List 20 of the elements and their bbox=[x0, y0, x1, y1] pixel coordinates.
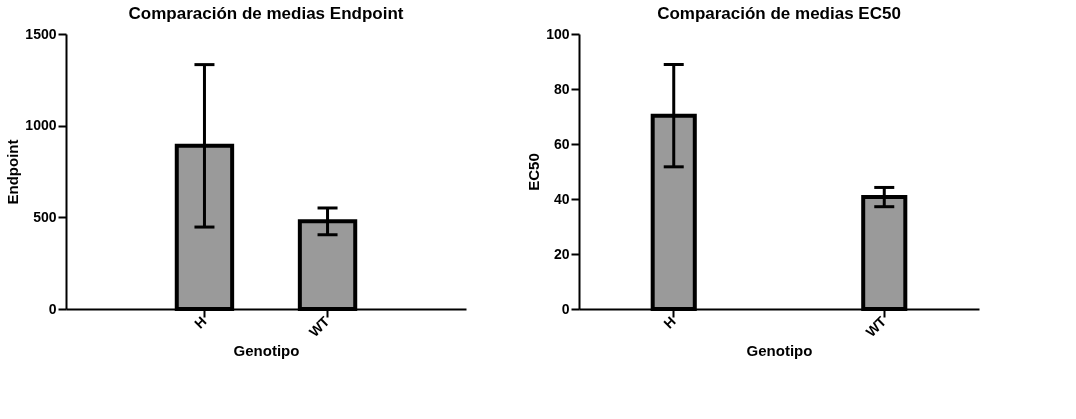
y-axis-title: EC50 bbox=[525, 153, 543, 191]
y-tick-label: 60 bbox=[553, 135, 570, 152]
y-tick-label: 40 bbox=[553, 190, 570, 207]
chart-title: Comparación de medias Endpoint bbox=[128, 4, 404, 23]
y-tick-label: 1000 bbox=[25, 117, 57, 134]
x-tick-label: WT bbox=[305, 312, 333, 340]
y-axis-title: Endpoint bbox=[4, 139, 22, 205]
x-tick-label: H bbox=[190, 313, 210, 332]
y-tick-label: 0 bbox=[48, 300, 57, 317]
y-tick-label: 20 bbox=[553, 245, 570, 262]
y-tick-label: 0 bbox=[561, 300, 570, 317]
y-tick-label: 1500 bbox=[25, 25, 57, 42]
x-axis-title: Genotipo bbox=[746, 341, 813, 359]
y-tick-label: 100 bbox=[546, 25, 570, 42]
x-tick-label: WT bbox=[862, 312, 890, 340]
chart-title: Comparación de medias EC50 bbox=[657, 4, 901, 23]
x-tick-label: H bbox=[660, 313, 679, 332]
y-tick-label: 80 bbox=[553, 80, 570, 97]
y-tick-label: 500 bbox=[33, 208, 57, 225]
x-axis-title: Genotipo bbox=[233, 341, 300, 359]
